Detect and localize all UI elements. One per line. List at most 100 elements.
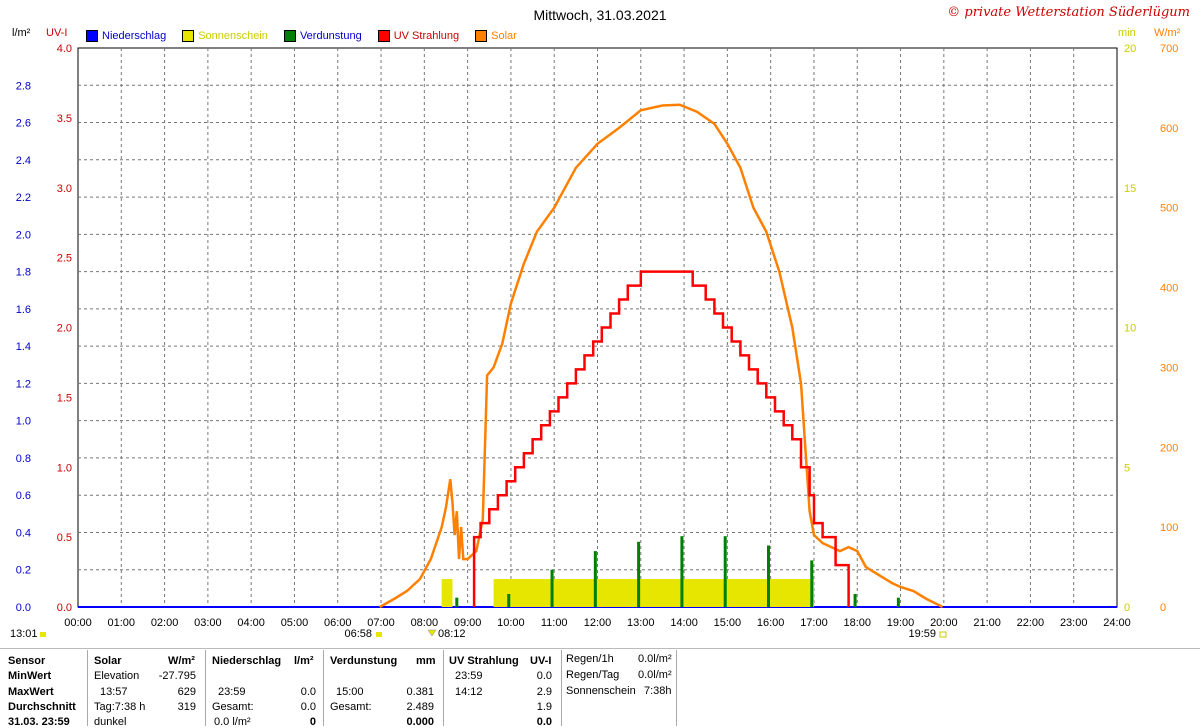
legend-swatch (86, 30, 98, 42)
solar-tick-label: 100 (1160, 522, 1178, 534)
solar-tick-label: 700 (1160, 43, 1178, 55)
precip-tick-label: 1.8 (16, 267, 31, 279)
precip-tick-label: 1.6 (16, 304, 31, 316)
precip-c2-3: 0 (309, 716, 316, 728)
sunshine-bar (493, 579, 814, 607)
legend-label: UV Strahlung (393, 30, 460, 42)
uv-unit-label: UV-I (46, 27, 68, 39)
sunrise-marker-icon (376, 632, 382, 637)
evap-c2-1: 0.381 (406, 686, 434, 698)
solar-unit-label: W/m² (1154, 27, 1181, 39)
evap-c2-3: 0.000 (406, 716, 434, 728)
solar-c2-2: 319 (177, 701, 196, 713)
precip-tick-label: 0.8 (16, 453, 31, 465)
evaporation-bar (680, 536, 684, 607)
table-separator (561, 650, 562, 726)
x-tick-label: 02:00 (151, 617, 179, 629)
x-tick-label: 09:00 (454, 617, 482, 629)
uv-c2-0: 0.0 (536, 670, 552, 682)
left-time-label: 13:01 (10, 628, 38, 640)
uv-tick-label: 2.5 (57, 253, 72, 265)
legend-item: Niederschlag (86, 30, 166, 42)
x-tick-label: 15:00 (714, 617, 742, 629)
solar-line (379, 103, 944, 609)
table-separator (323, 650, 324, 726)
precip-unit: l/m² (294, 655, 314, 667)
x-tick-label: 11:00 (541, 617, 568, 629)
evaporation-bar (507, 593, 511, 607)
table-separator (87, 650, 88, 726)
precip-c2-1: 0.0 (300, 686, 316, 698)
x-tick-label: 07:00 (367, 617, 395, 629)
table-separator (443, 650, 444, 726)
table-separator (205, 650, 206, 726)
time-markers (40, 629, 947, 638)
x-tick-label: 13:00 (627, 617, 655, 629)
uv-tick-label: 1.0 (57, 462, 72, 474)
x-tick-label: 06:00 (324, 617, 352, 629)
sun-tick-label: 10 (1124, 323, 1136, 335)
extra-value-1: 0.0l/m² (638, 669, 672, 681)
evap-c1-1: 15:00 (336, 686, 364, 698)
precip-unit-label: l/m² (12, 27, 31, 39)
summary-table: Sensor MinWert MaxWert Durchschnitt 31.0… (0, 648, 1200, 728)
solar-tick-label: 300 (1160, 362, 1178, 374)
x-tick-label: 03:00 (194, 617, 222, 629)
uv-c1-1: 14:12 (455, 686, 483, 698)
uv-tick-label: 3.5 (57, 113, 72, 125)
x-tick-label: 16:00 (757, 617, 785, 629)
evap-header: Verdunstung (330, 655, 398, 667)
precip-tick-label: 1.4 (16, 341, 31, 353)
precip-tick-label: 2.2 (16, 192, 31, 204)
weather-chart: 00:00 01:00 02:00 03:00 04:00 05:00 06:00 07:00… (10, 43, 1178, 640)
sun-tick-label: 5 (1124, 462, 1130, 474)
precip-tick-label: 0.2 (16, 565, 31, 577)
precip-header: Niederschlag (212, 655, 282, 667)
x-tick-label: 19:00 (887, 617, 915, 629)
uv-tick-label: 0.5 (57, 532, 72, 544)
solar-tick-label: 200 (1160, 442, 1178, 454)
uv-tick-label: 0.0 (57, 602, 72, 614)
precip-c1-1: 23:59 (218, 686, 246, 698)
solar-c1-2: Tag:7:38 h (94, 701, 146, 713)
extra-value-2: 7:38h (644, 685, 672, 697)
legend-swatch (182, 30, 195, 42)
legend-label: Verdunstung (299, 30, 362, 42)
x-tick-label: 18:00 (843, 617, 871, 629)
legend-swatch (475, 30, 488, 42)
solar-c2-0: -27.795 (158, 670, 196, 682)
x-tick-label: 17:00 (800, 617, 828, 629)
evaporation-bar (767, 545, 771, 607)
row-label-date: 31.03. 23:59 (8, 716, 70, 728)
precip-tick-label: 0.0 (16, 602, 31, 614)
precip-tick-label: 2.0 (16, 229, 31, 241)
sun-tick-label: 15 (1124, 183, 1136, 195)
evap-c2-2: 2.489 (406, 701, 434, 713)
extra-value-0: 0.0l/m² (638, 653, 672, 665)
evap-unit: mm (416, 655, 436, 667)
x-tick-label: 22:00 (1017, 617, 1045, 629)
row-label-sensor: Sensor (8, 655, 46, 667)
solar-tick-label: 500 (1160, 203, 1178, 215)
sunshine-bars (441, 579, 814, 607)
plot-area (77, 47, 1118, 608)
legend-item: Verdunstung (283, 30, 362, 42)
precip-tick-label: 1.2 (16, 378, 31, 390)
precip-tick-label: 0.6 (16, 490, 31, 502)
extra-label-0: Regen/1h (566, 653, 614, 665)
max-time-label: 08:12 (438, 628, 466, 640)
sun-marker-icon (40, 632, 46, 637)
legend-item: Solar (475, 30, 517, 42)
precip-tick-label: 2.4 (16, 155, 31, 167)
x-tick-label: 21:00 (973, 617, 1001, 629)
legend-swatch (283, 30, 296, 42)
legend-swatch (377, 30, 390, 42)
max-marker-icon (427, 629, 437, 637)
evaporation-bar (896, 597, 900, 607)
x-tick-label: 10:00 (497, 617, 525, 629)
precip-c2-2: 0.0 (300, 701, 316, 713)
sunshine-bar (441, 579, 453, 607)
sunrise-label: 06:58 (344, 628, 372, 640)
row-label-avg: Durchschnitt (8, 701, 76, 713)
precip-tick-label: 2.8 (16, 80, 31, 92)
